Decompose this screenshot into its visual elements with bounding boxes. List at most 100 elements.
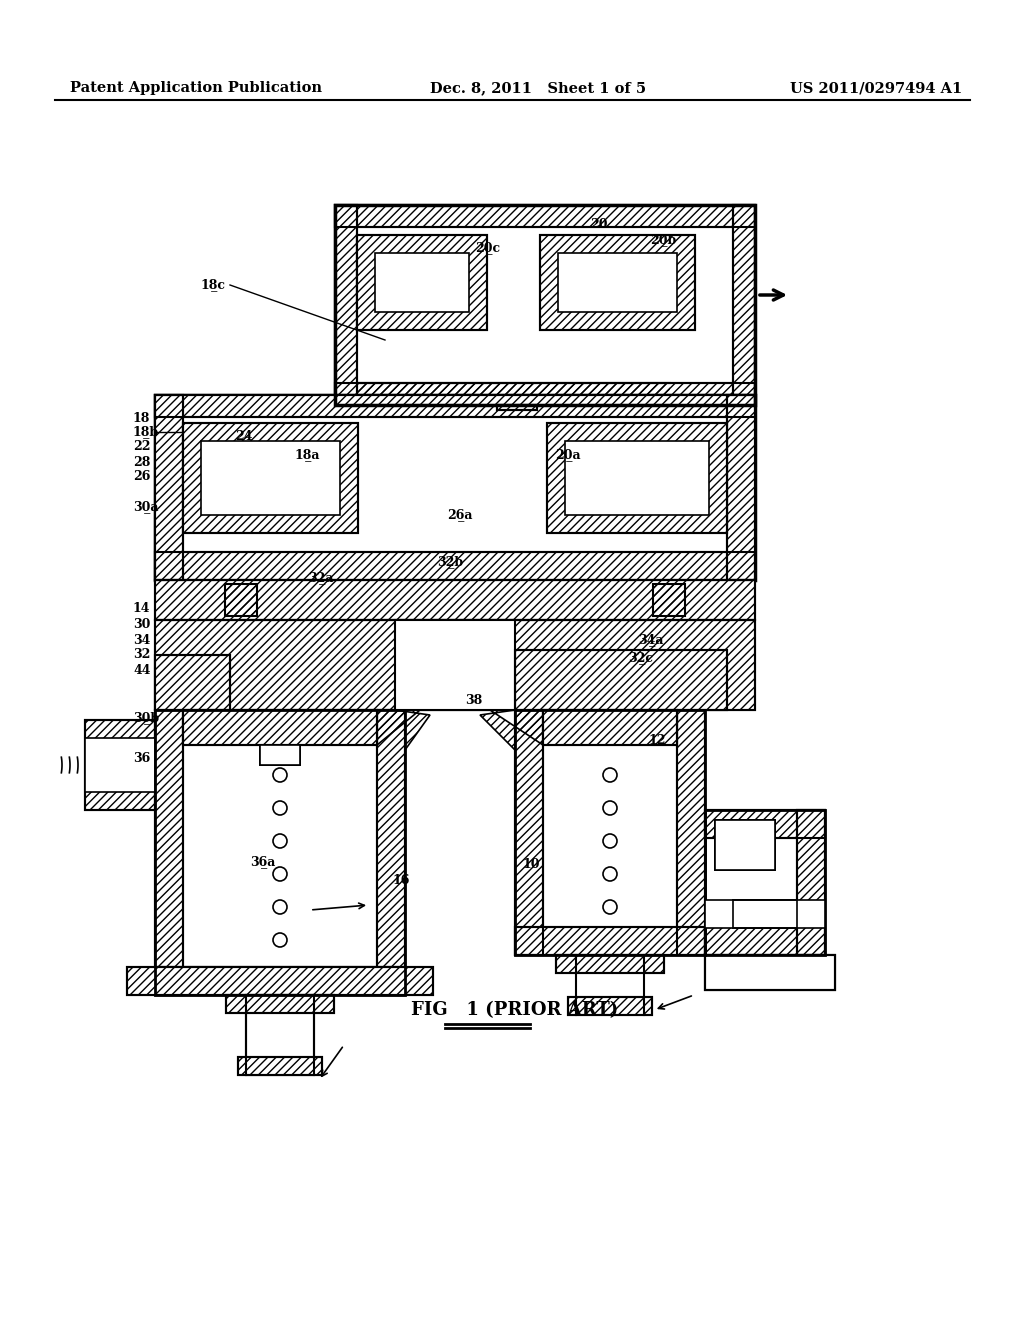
Bar [225,583,257,616]
Bar [677,710,705,954]
Bar [155,395,183,579]
Bar [705,810,825,954]
Bar [543,710,677,744]
Bar [515,927,705,954]
Text: 18̲b: 18̲b [133,425,159,438]
Bar [155,395,755,417]
Bar [155,968,406,995]
Bar [497,405,537,411]
Text: 20̲b: 20̲b [650,234,676,247]
Text: 22: 22 [133,441,151,454]
Bar [715,820,775,870]
Bar [705,810,825,838]
Bar [727,395,755,579]
Bar [183,710,377,744]
Bar [515,649,727,710]
Bar [226,995,334,1012]
Bar [335,205,357,405]
Bar [377,710,406,995]
Bar [705,810,825,838]
Bar [705,954,835,990]
Bar [335,205,755,227]
Text: 10: 10 [522,858,540,871]
Bar [540,235,695,330]
Text: 12: 12 [648,734,666,747]
Bar [127,968,433,995]
Bar [715,820,775,870]
Bar [515,710,543,954]
Bar [568,997,652,1015]
Text: 36: 36 [133,751,151,764]
Bar [225,583,257,616]
Bar [155,552,755,579]
Bar [155,579,755,620]
Text: 26̲a: 26̲a [447,508,472,521]
Bar [515,927,705,954]
Bar [85,738,155,792]
Text: FIG   1 (PRIOR ART): FIG 1 (PRIOR ART) [412,1001,618,1019]
Bar [226,995,334,1012]
Text: 32̲b: 32̲b [437,556,463,569]
Bar [155,395,755,417]
Text: 32̲c: 32̲c [628,652,653,664]
Bar [260,744,300,766]
Bar [677,710,705,954]
Text: 44: 44 [133,664,151,676]
Text: 24: 24 [234,430,253,444]
Text: 36̲a: 36̲a [250,855,275,869]
Bar [335,205,357,405]
Text: 16: 16 [393,874,411,887]
Bar [653,583,685,616]
Text: Dec. 8, 2011   Sheet 1 of 5: Dec. 8, 2011 Sheet 1 of 5 [430,81,646,95]
Bar [653,583,685,616]
Bar [377,710,406,995]
Text: 30̲b: 30̲b [133,711,159,725]
Text: 34: 34 [133,634,151,647]
Bar [155,655,230,710]
Bar [515,710,543,954]
Bar [515,710,705,954]
Bar [183,422,358,533]
Bar [733,900,797,928]
Bar [357,235,487,330]
Bar [155,710,406,995]
Text: 14: 14 [133,602,151,615]
Bar [395,620,515,710]
Bar [556,954,664,973]
Bar [547,422,727,533]
Text: 30̲a: 30̲a [133,500,159,513]
Bar [547,422,727,533]
Text: 18̲c: 18̲c [200,279,225,292]
Bar [375,253,469,312]
Text: 28: 28 [133,455,151,469]
Bar [543,710,677,744]
Text: 38: 38 [465,693,482,706]
Bar [540,235,695,330]
Bar [733,205,755,405]
Bar [183,422,358,533]
Bar [715,820,775,870]
Bar [335,383,755,405]
Bar [155,710,183,995]
Bar [705,900,825,928]
Bar [335,205,755,405]
Text: 18̲a: 18̲a [295,449,321,462]
Bar [260,744,300,766]
Text: 30: 30 [133,619,151,631]
Bar [705,927,825,954]
Text: 20: 20 [590,219,607,231]
Bar [201,441,340,515]
Bar [155,395,183,579]
Bar [85,719,155,810]
Bar [797,810,825,954]
Bar [238,1057,322,1074]
Text: 26: 26 [133,470,151,483]
Bar [357,383,670,405]
Bar [515,649,727,710]
Text: US 2011/0297494 A1: US 2011/0297494 A1 [790,81,963,95]
Bar [155,620,755,710]
Bar [357,235,487,330]
Text: 32̲a: 32̲a [308,572,334,585]
Bar [335,383,755,405]
Bar [727,395,755,579]
